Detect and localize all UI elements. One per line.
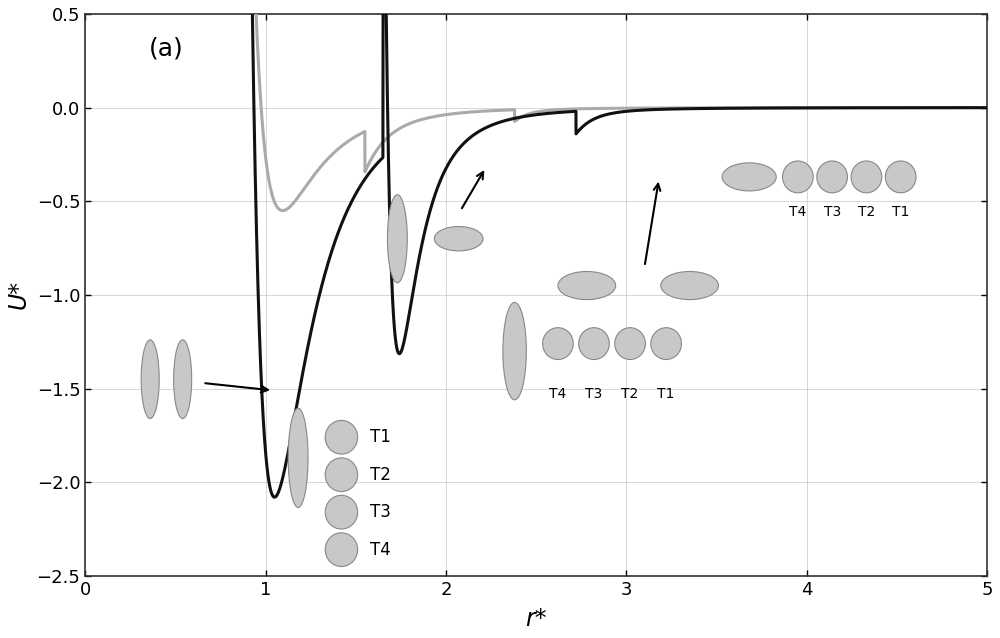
Text: T4: T4 xyxy=(549,387,567,401)
Ellipse shape xyxy=(615,328,645,360)
Ellipse shape xyxy=(783,161,813,193)
Text: T1: T1 xyxy=(657,387,675,401)
Ellipse shape xyxy=(325,495,358,529)
Text: T2: T2 xyxy=(621,387,639,401)
Ellipse shape xyxy=(558,272,616,300)
Text: T1: T1 xyxy=(370,428,391,446)
Text: T2: T2 xyxy=(370,466,391,484)
Ellipse shape xyxy=(579,328,609,360)
Ellipse shape xyxy=(325,458,358,491)
Ellipse shape xyxy=(817,161,847,193)
Ellipse shape xyxy=(325,533,358,567)
Ellipse shape xyxy=(434,226,483,251)
X-axis label: r*: r* xyxy=(525,607,547,631)
Ellipse shape xyxy=(174,340,192,419)
Text: T3: T3 xyxy=(585,387,603,401)
Ellipse shape xyxy=(387,195,407,283)
Ellipse shape xyxy=(503,302,526,400)
Ellipse shape xyxy=(722,163,776,191)
Ellipse shape xyxy=(543,328,573,360)
Text: (a): (a) xyxy=(148,36,183,61)
Ellipse shape xyxy=(851,161,882,193)
Text: T2: T2 xyxy=(858,205,875,219)
Ellipse shape xyxy=(141,340,159,419)
Text: T1: T1 xyxy=(892,205,909,219)
Ellipse shape xyxy=(885,161,916,193)
Text: T3: T3 xyxy=(824,205,841,219)
Ellipse shape xyxy=(325,420,358,454)
Y-axis label: U*: U* xyxy=(7,280,31,309)
Text: T4: T4 xyxy=(789,205,806,219)
Ellipse shape xyxy=(661,272,718,300)
Text: T4: T4 xyxy=(370,540,391,559)
Ellipse shape xyxy=(288,408,308,507)
Text: T3: T3 xyxy=(370,503,391,521)
Ellipse shape xyxy=(651,328,682,360)
